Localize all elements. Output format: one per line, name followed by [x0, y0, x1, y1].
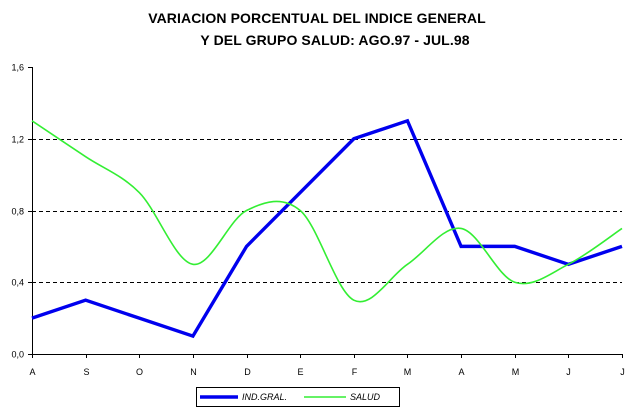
gridlines: [32, 139, 622, 283]
y-tick-label: 1,6: [11, 63, 24, 73]
y-tick-label: 0,0: [11, 350, 24, 360]
x-tick-label: S: [83, 367, 89, 377]
x-tick-label: D: [244, 367, 251, 377]
legend-box: [196, 387, 400, 407]
x-tick-label: J: [566, 367, 571, 377]
legend-label: SALUD: [350, 392, 381, 402]
x-tick-label: O: [136, 367, 143, 377]
y-tick-label: 0,8: [11, 207, 24, 217]
x-tick-label: E: [297, 367, 303, 377]
x-tick-label: M: [404, 367, 412, 377]
series-lines: [31, 118, 623, 339]
y-tick-label: 1,2: [11, 135, 24, 145]
x-tick-label: F: [352, 367, 358, 377]
y-tick-label: 0,4: [11, 278, 24, 288]
chart-subtitle: Y DEL GRUPO SALUD: AGO.97 - JUL.98: [200, 32, 470, 48]
chart-title: VARIACION PORCENTUAL DEL INDICE GENERAL: [148, 10, 486, 26]
x-tick-label: A: [458, 367, 464, 377]
series-line-ind-gral: [31, 118, 623, 339]
axes: [32, 67, 622, 355]
x-tick-label: N: [190, 367, 197, 377]
legend: IND.GRAL. SALUD: [196, 387, 400, 407]
y-axis-ticks: 0,0 0,4 0,8 1,2 1,6: [11, 63, 32, 360]
x-tick-label: M: [512, 367, 520, 377]
series-line-salud: [31, 120, 623, 303]
x-tick-label: J: [620, 367, 625, 377]
x-tick-label: A: [29, 367, 35, 377]
legend-label: IND.GRAL.: [242, 392, 287, 402]
